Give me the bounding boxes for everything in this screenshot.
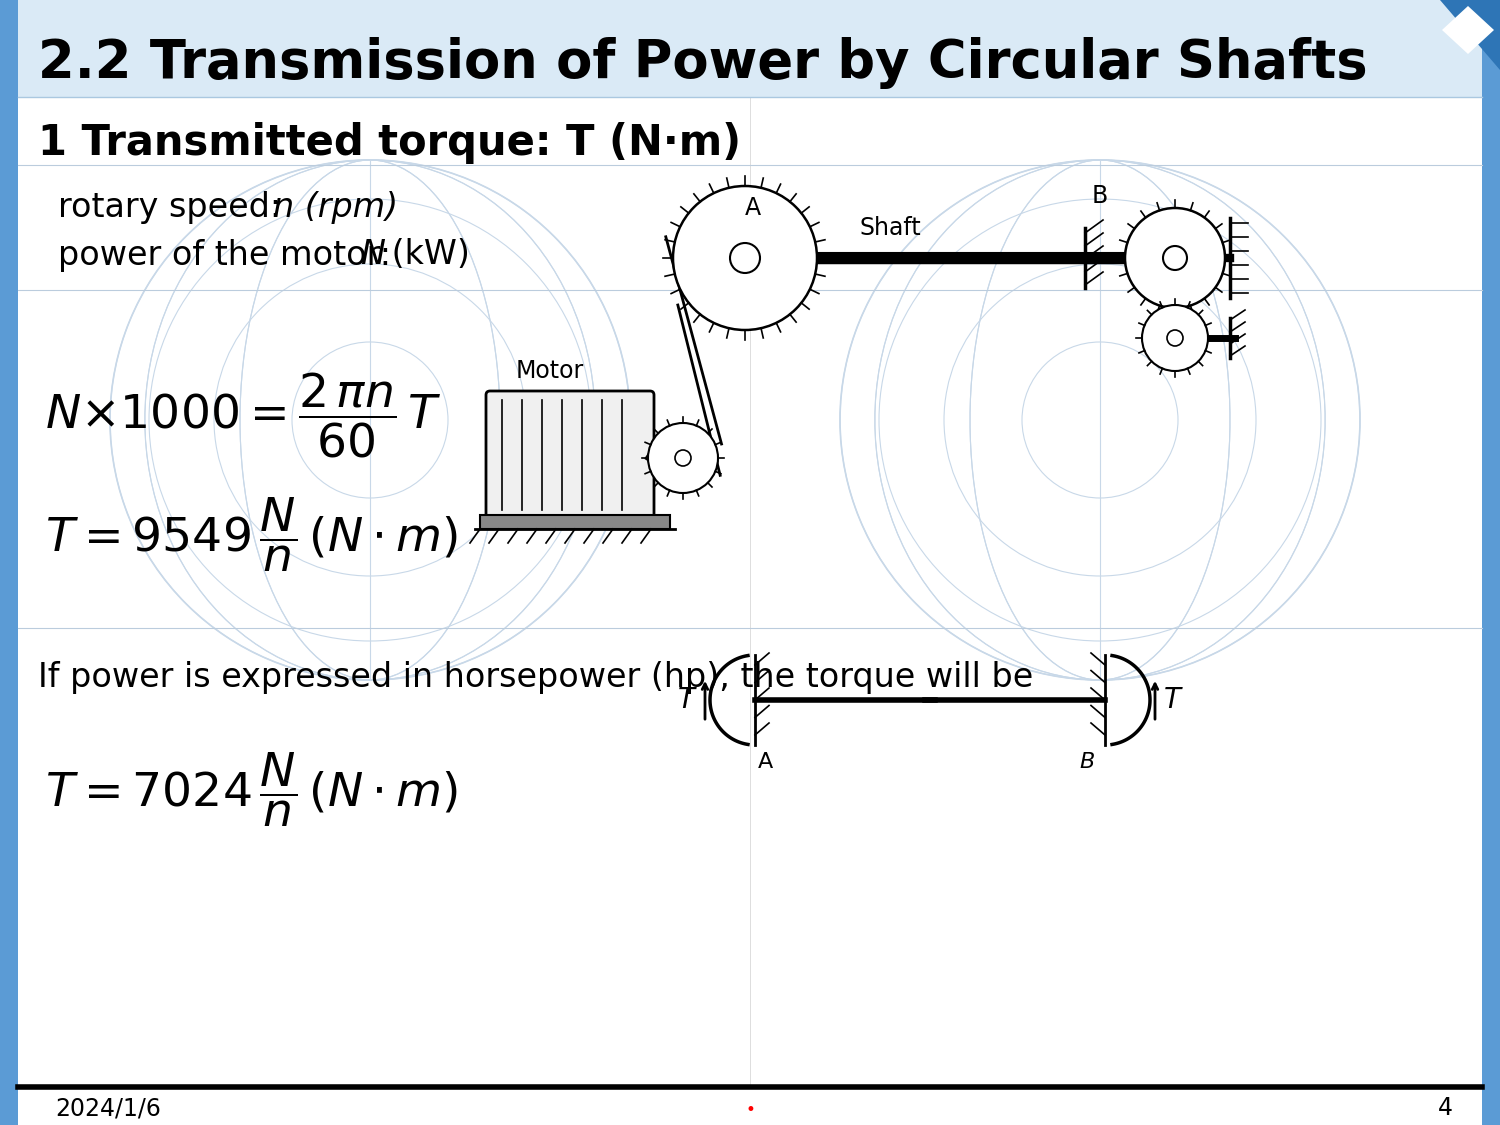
Bar bbox=[18, 0, 1482, 97]
Text: $\mathit{N}{\times}1000 = \dfrac{2\,\pi n}{60}\,T$: $\mathit{N}{\times}1000 = \dfrac{2\,\pi … bbox=[45, 370, 442, 460]
Polygon shape bbox=[1442, 6, 1494, 54]
Circle shape bbox=[648, 423, 718, 493]
Text: •: • bbox=[746, 1101, 754, 1119]
Text: power of the motor:: power of the motor: bbox=[58, 238, 402, 271]
Text: Motor: Motor bbox=[516, 359, 584, 382]
Text: rotary speed:: rotary speed: bbox=[58, 190, 291, 224]
Circle shape bbox=[1167, 330, 1184, 346]
Text: A: A bbox=[746, 196, 760, 221]
Text: Shaft: Shaft bbox=[859, 216, 921, 240]
Circle shape bbox=[674, 186, 818, 330]
Circle shape bbox=[675, 450, 692, 466]
Bar bbox=[0, 0, 18, 1125]
Bar bbox=[480, 515, 670, 529]
Text: $T$: $T$ bbox=[1162, 686, 1184, 714]
Polygon shape bbox=[1440, 0, 1500, 70]
Text: $B$: $B$ bbox=[1078, 752, 1095, 772]
Text: 2.2 Transmission of Power by Circular Shafts: 2.2 Transmission of Power by Circular Sh… bbox=[38, 37, 1368, 89]
Text: 4: 4 bbox=[1437, 1096, 1452, 1120]
Circle shape bbox=[1125, 208, 1226, 308]
Circle shape bbox=[1142, 305, 1208, 371]
FancyBboxPatch shape bbox=[486, 392, 654, 519]
Text: If power is expressed in horsepower (hp), the torque will be: If power is expressed in horsepower (hp)… bbox=[38, 662, 1034, 694]
Text: $T$: $T$ bbox=[676, 686, 698, 714]
Text: 1 Transmitted torque: T (N·m): 1 Transmitted torque: T (N·m) bbox=[38, 122, 741, 164]
Bar bbox=[1482, 0, 1500, 1125]
Text: B: B bbox=[1092, 184, 1108, 208]
Text: N: N bbox=[360, 238, 386, 271]
Text: $T = 7024\,\dfrac{N}{n}\,(N \cdot m)$: $T = 7024\,\dfrac{N}{n}\,(N \cdot m)$ bbox=[45, 750, 459, 829]
Circle shape bbox=[1162, 246, 1186, 270]
Text: $T = 9549\,\dfrac{N}{n}\,(N \cdot m)$: $T = 9549\,\dfrac{N}{n}\,(N \cdot m)$ bbox=[45, 496, 459, 575]
Text: 2024/1/6: 2024/1/6 bbox=[56, 1096, 160, 1120]
Circle shape bbox=[730, 243, 760, 273]
Text: (kW): (kW) bbox=[381, 238, 470, 271]
Text: n (rpm): n (rpm) bbox=[273, 190, 398, 224]
Text: A: A bbox=[758, 752, 772, 772]
